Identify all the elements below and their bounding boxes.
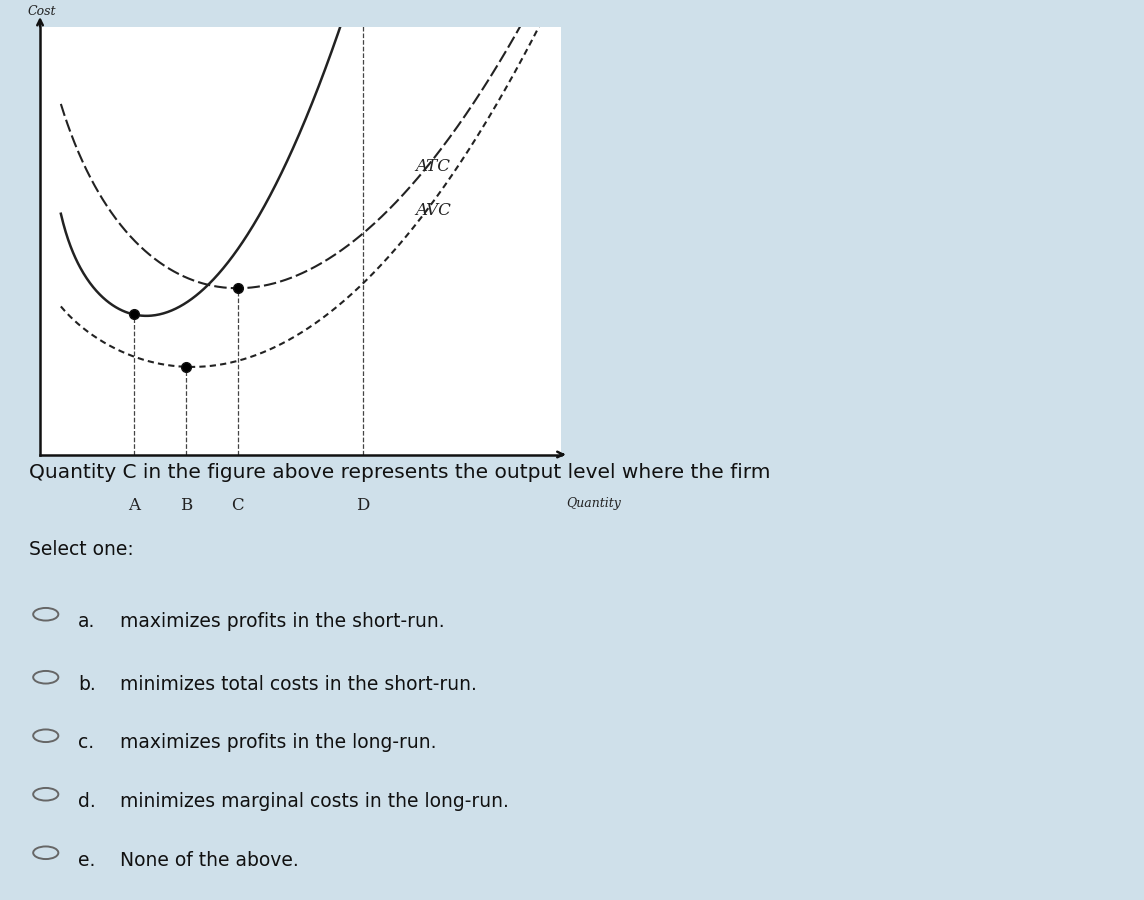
Text: Quantity C in the figure above represents the output level where the firm: Quantity C in the figure above represent… (29, 464, 770, 482)
Text: d.: d. (78, 792, 96, 811)
Text: ATC: ATC (415, 158, 450, 175)
Text: Quantity: Quantity (566, 497, 621, 510)
Text: A: A (128, 497, 140, 514)
Text: B: B (180, 497, 192, 514)
Text: D: D (356, 497, 370, 514)
Text: C: C (231, 497, 244, 514)
Text: a.: a. (78, 612, 95, 631)
Text: minimizes marginal costs in the long-run.: minimizes marginal costs in the long-run… (120, 792, 509, 811)
Text: b.: b. (78, 675, 96, 694)
Text: maximizes profits in the long-run.: maximizes profits in the long-run. (120, 734, 437, 752)
Text: c.: c. (78, 734, 94, 752)
Text: AVC: AVC (415, 202, 451, 219)
Text: Select one:: Select one: (29, 540, 134, 559)
Text: minimizes total costs in the short-run.: minimizes total costs in the short-run. (120, 675, 477, 694)
Text: Cost: Cost (27, 5, 56, 19)
Text: e.: e. (78, 850, 95, 869)
Text: maximizes profits in the short-run.: maximizes profits in the short-run. (120, 612, 445, 631)
Text: None of the above.: None of the above. (120, 850, 299, 869)
